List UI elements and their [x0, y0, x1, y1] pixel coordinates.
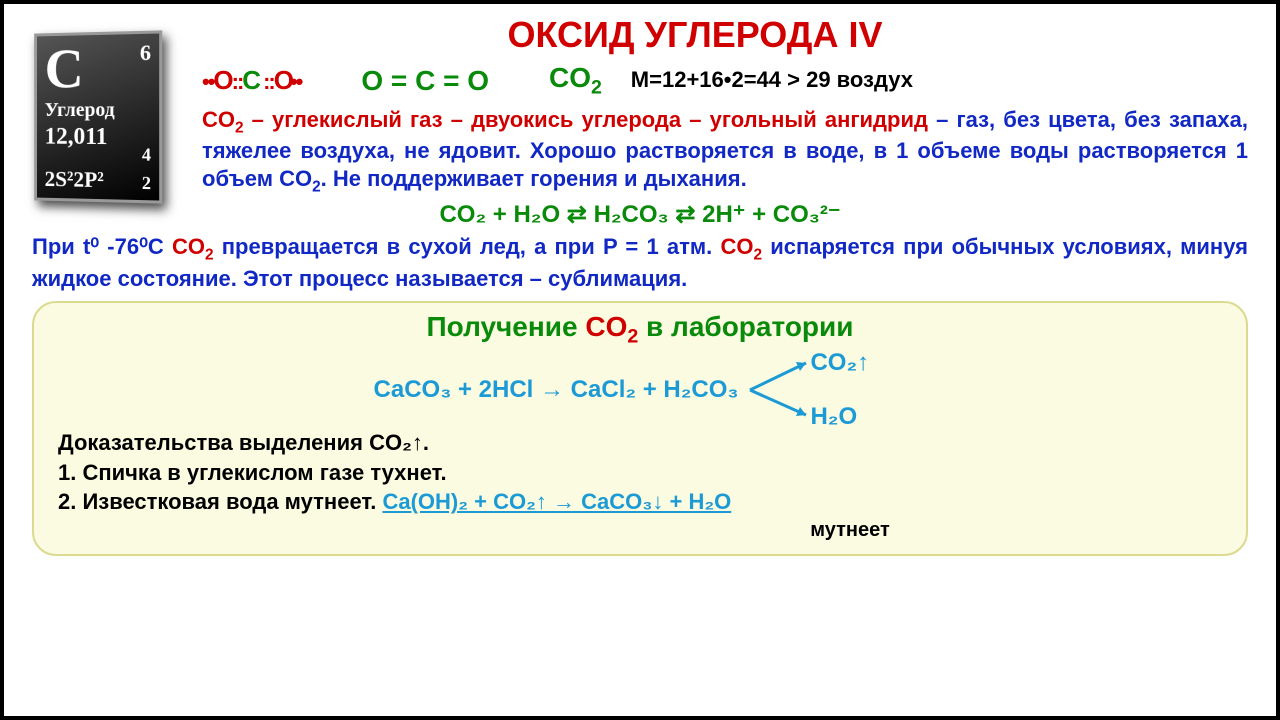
slide-content: ОКСИД УГЛЕРОДА IV ••O::C::O•• O = C = O … — [4, 4, 1276, 566]
molar-mass: M=12+16•2=44 > 29 воздух — [631, 67, 913, 92]
formula-row: ••O::C::O•• O = C = O CO2 M=12+16•2=44 >… — [202, 62, 1248, 100]
slide-title: ОКСИД УГЛЕРОДА IV — [32, 14, 1248, 56]
equilibrium-equation: CO₂ + H₂O ⇄ H₂CO₃ ⇄ 2H⁺ + CO₃²⁻ — [32, 200, 1248, 229]
branch-h2o: H₂O — [810, 403, 857, 431]
lab-panel: Получение CO2 в лаборатории CaCO₃ + 2HCl… — [32, 301, 1248, 557]
sublimation-text: При t⁰ -76⁰C CO2 превращается в сухой ле… — [32, 233, 1248, 292]
proof-1: 1. Спичка в углекислом газе тухнет. — [58, 458, 1222, 488]
branch-co2: CO₂↑ — [810, 349, 869, 377]
lab-equation: CaCO₃ + 2HCl → CaCl₂ + H₂CO₃ CO₂↑ H₂O — [58, 352, 1222, 428]
electron-config: 2S²2P² — [45, 166, 104, 193]
description-text: CO2 – углекислый газ – двуокись углерода… — [202, 106, 1248, 197]
element-mass: 12,011 — [45, 124, 151, 152]
mutneet-label: мутнеет — [478, 517, 1222, 544]
branch-arrows: CO₂↑ H₂O — [746, 355, 906, 425]
atomic-number: 6 — [140, 40, 151, 67]
structural-formula: O = C = O — [361, 65, 489, 97]
panel-title: Получение CO2 в лаборатории — [58, 311, 1222, 349]
periodic-element-tile: C 6 Углерод 12,011 4 2 2S²2P² — [34, 30, 162, 203]
proof-heading: Доказательства выделения CO₂↑. — [58, 428, 1222, 458]
element-shell-2: 2 — [142, 173, 151, 194]
lewis-structure: ••O::C::O•• — [202, 65, 301, 96]
element-name: Углерод — [45, 99, 151, 122]
proof-2: 2. Известковая вода мутнеет. Ca(OH)₂ + C… — [58, 487, 1222, 517]
element-shell-4: 4 — [142, 144, 151, 165]
molecular-formula: CO2 M=12+16•2=44 > 29 воздух — [549, 62, 913, 100]
element-symbol: C — [45, 40, 151, 98]
proofs-block: Доказательства выделения CO₂↑. 1. Спичка… — [58, 428, 1222, 544]
